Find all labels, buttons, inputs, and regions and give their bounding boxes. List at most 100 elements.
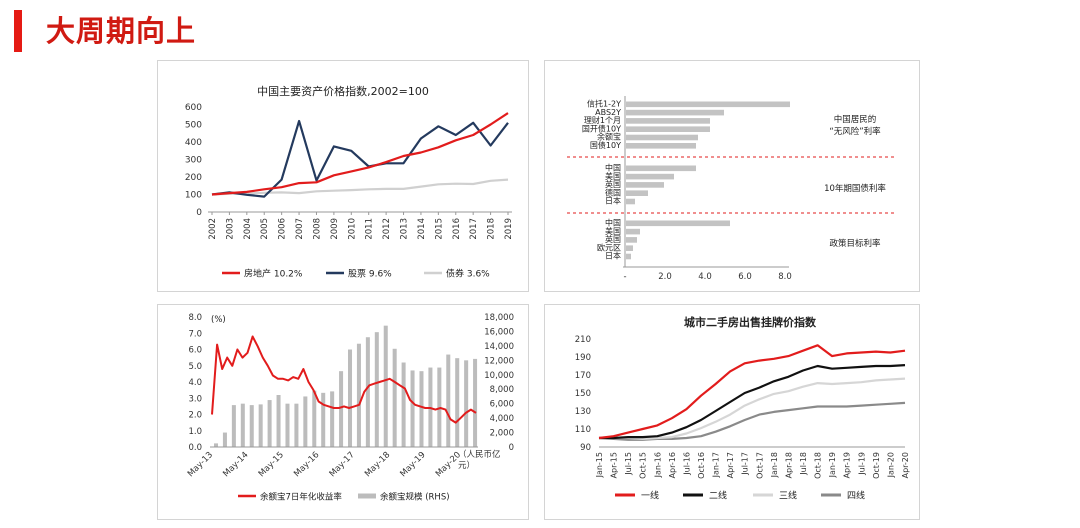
x-tick-label: Apr-18: [784, 452, 793, 478]
bar: [374, 332, 379, 447]
x-tick-label: Apr-19: [843, 452, 852, 478]
series-line-2: [211, 119, 509, 198]
x-tick-label: 8.0: [778, 272, 792, 282]
x-tick-label: Jan-18: [770, 452, 779, 478]
x-tick-label: 2014: [417, 218, 427, 240]
x-tick-label: 2006: [278, 218, 288, 240]
x-tick-label: 2011: [365, 218, 375, 240]
chart-panel-asset-index: 中国主要资产价格指数,2002=100 0 100 200 300 400 500 600 20…: [157, 60, 529, 292]
x-tick-label: 2003: [225, 218, 235, 240]
legend-label: 一线: [641, 490, 659, 502]
series-line-3: [599, 377, 906, 440]
bar: [312, 390, 317, 447]
category-label: 余额宝: [597, 132, 621, 142]
bar: [626, 101, 790, 108]
bar: [222, 432, 227, 447]
category-label: 美国: [605, 171, 621, 181]
category-label: 信托1-2Y: [587, 99, 621, 109]
y-tick-label: 190: [575, 353, 591, 363]
y-tick-label: 200: [185, 173, 202, 183]
x-tick-label: May-15: [257, 450, 286, 479]
bar: [365, 337, 370, 447]
bar: [626, 143, 696, 149]
bar: [626, 118, 710, 124]
right-tick-label: 6,000: [490, 400, 514, 410]
group-label: 中国居民的: [834, 114, 877, 125]
bar: [626, 237, 637, 243]
left-tick-label: 1.0: [188, 427, 202, 437]
bar: [626, 228, 640, 235]
bar: [626, 173, 674, 180]
y-tick-label: 0: [196, 208, 202, 218]
bar: [437, 367, 442, 447]
series-line-3: [211, 178, 509, 196]
x-tick-label: 2009: [330, 218, 340, 240]
x-tick-label: 4.0: [698, 272, 712, 282]
bar: [626, 198, 635, 205]
x-tick-label: Oct-19: [872, 452, 881, 479]
right-tick-label: 8,000: [490, 385, 514, 395]
category-label: 美国: [605, 226, 621, 236]
x-tick-label: Jan-15: [595, 452, 604, 478]
bar: [339, 371, 344, 447]
right-tick-label: 2,000: [490, 429, 514, 439]
category-label: ABS2Y: [595, 108, 621, 117]
right-tick-label: 4,000: [490, 414, 514, 424]
left-tick-label: 2.0: [188, 411, 202, 421]
x-tick-label: Apr-16: [668, 452, 677, 478]
chart-panel-risk-free: 信托1-2Y ABS2Y 理财1个月 国开债10Y 余额宝 国债10Y 中国 美国 英国 德国 日本…: [544, 60, 920, 292]
series-line-2: [599, 364, 906, 440]
bar: [626, 253, 631, 260]
bar: [356, 343, 361, 447]
legend-label: 房地产 10.2%: [244, 268, 303, 280]
series-line-1: [211, 112, 509, 196]
x-tick-label: 2004: [243, 218, 253, 240]
right-tick-label: 16,000: [484, 327, 514, 337]
left-tick-label: 6.0: [188, 346, 202, 356]
left-axis-unit: (%): [211, 315, 226, 325]
bar: [626, 182, 664, 188]
legend-label: 余额宝规模 (RHS): [380, 492, 450, 503]
bar: [401, 362, 406, 447]
legend-label: 股票 9.6%: [348, 269, 392, 280]
bar: [446, 354, 451, 447]
x-tick-label: Oct-15: [639, 452, 648, 479]
x-tick-label: 2002: [208, 218, 218, 240]
bar: [455, 358, 460, 447]
right-axis-unit: （人民币亿: [458, 449, 501, 460]
bar: [392, 348, 397, 447]
category-label: 国债10Y: [590, 140, 621, 150]
bar: [410, 370, 415, 447]
bar: [383, 325, 388, 447]
bar: [626, 126, 710, 132]
category-label: 日本: [605, 251, 621, 261]
category-label: 日本: [605, 196, 621, 206]
x-tick-label: Jan-17: [712, 452, 721, 478]
group-label: “无风险”利率: [829, 126, 881, 137]
right-tick-label: 10,000: [484, 371, 514, 381]
x-tick-label: Oct-18: [814, 452, 823, 479]
series-line-4: [598, 401, 906, 441]
x-tick-label: 2008: [312, 218, 322, 240]
y-tick-label: 300: [185, 156, 202, 166]
x-tick-label: Jul-16: [682, 452, 691, 476]
x-tick-label: 2010: [347, 218, 357, 240]
bar: [626, 245, 633, 251]
category-label: 英国: [605, 234, 621, 244]
yuebao-chart: (%) 0.0 1.0 2.0 3.0 4.0 5.0 6.0 7.0 8.0 0 2,000 4,00…: [186, 313, 514, 503]
bar: [330, 391, 335, 447]
x-tick-label: 2019: [504, 218, 514, 240]
x-tick-label: Jul-19: [857, 452, 866, 476]
title-accent-bar: [14, 10, 22, 52]
legend-label: 二线: [709, 490, 727, 502]
chart-title: 城市二手房出售挂牌价指数: [684, 315, 817, 329]
category-label: 理财1个月: [584, 115, 621, 125]
y-tick-label: 210: [575, 335, 591, 345]
bar: [321, 392, 326, 447]
x-tick-label: -: [623, 272, 626, 282]
x-tick-label: 2007: [295, 218, 305, 240]
x-tick-label: May-18: [363, 450, 392, 479]
bar: [214, 443, 219, 447]
series-line-1: [598, 344, 906, 440]
x-tick-label: 2.0: [658, 272, 672, 282]
